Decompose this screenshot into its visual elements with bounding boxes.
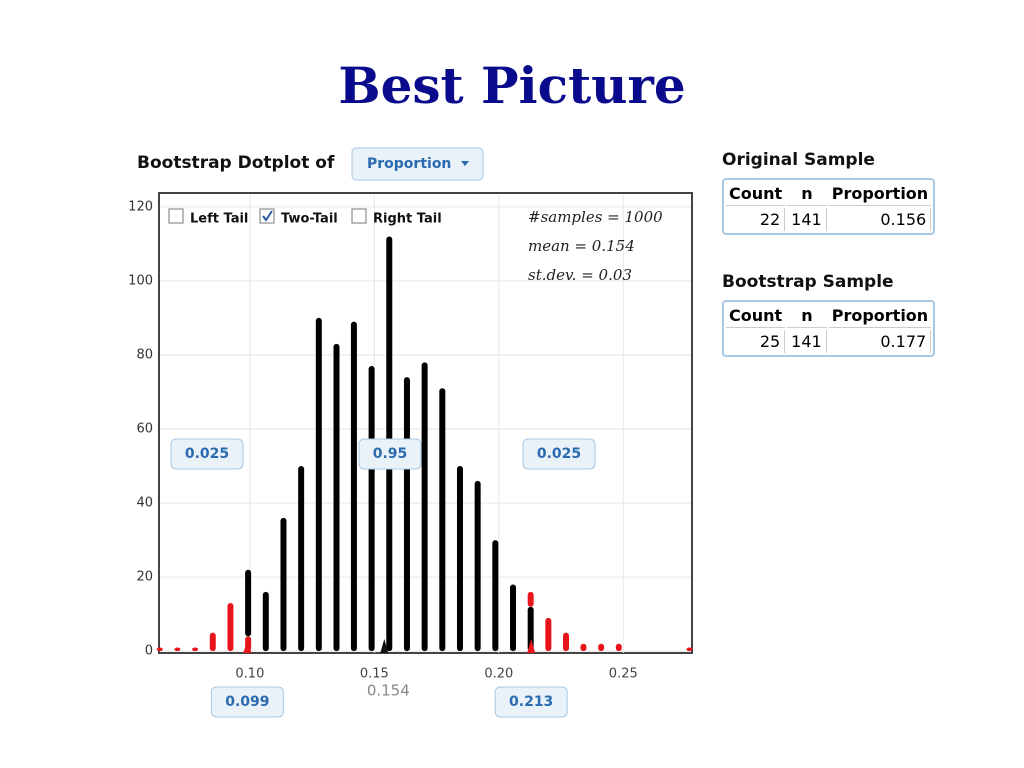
column-header: Count bbox=[726, 304, 786, 328]
bootstrap-sample-panel: Bootstrap Sample Count n Proportion 25 141 0.1… bbox=[722, 272, 936, 357]
tail-checkbox[interactable]: Left Tail bbox=[168, 208, 248, 227]
tail-proportion: 0.95 bbox=[373, 446, 408, 462]
tail-proportion: 0.025 bbox=[537, 446, 581, 462]
mean-value: 0.154 bbox=[367, 682, 410, 700]
dotplot-label: Bootstrap Dotplot of bbox=[137, 153, 335, 173]
dot-column bbox=[174, 647, 181, 652]
dot-column bbox=[298, 466, 305, 652]
header-row: Count n Proportion bbox=[726, 182, 932, 206]
tail-checkbox[interactable]: Two-Tail bbox=[259, 208, 338, 227]
header-row: Count n Proportion bbox=[726, 304, 932, 328]
slide-title: Best Picture bbox=[338, 56, 685, 115]
cell: 141 bbox=[787, 208, 827, 231]
y-tick-label: 100 bbox=[128, 273, 153, 288]
dot-column bbox=[350, 321, 357, 652]
tail-checkbox[interactable]: Right Tail bbox=[351, 208, 442, 227]
dot-column bbox=[192, 647, 199, 652]
dot-column bbox=[315, 317, 322, 652]
dot-column bbox=[227, 603, 234, 652]
cutoff-marker[interactable] bbox=[527, 639, 536, 653]
dot-column bbox=[156, 647, 163, 652]
stat-text: mean = 0.154 bbox=[528, 237, 635, 255]
dot-column bbox=[403, 377, 410, 652]
dot-column bbox=[492, 540, 499, 652]
dot-column bbox=[580, 643, 587, 652]
dot-column bbox=[510, 584, 517, 652]
cell: 0.156 bbox=[829, 208, 932, 231]
y-tick-label: 40 bbox=[136, 496, 153, 511]
dot-column bbox=[368, 366, 375, 652]
checkbox[interactable] bbox=[168, 208, 184, 224]
dot-column bbox=[333, 343, 340, 652]
cell: 141 bbox=[787, 330, 827, 353]
dropdown-box[interactable] bbox=[351, 147, 484, 181]
dot-column bbox=[527, 606, 534, 652]
sample-table: Count n Proportion 25 141 0.177 bbox=[722, 300, 936, 357]
x-tick-label: 0.10 bbox=[235, 667, 264, 682]
y-tick-label: 120 bbox=[128, 199, 153, 214]
data-row: 25 141 0.177 bbox=[726, 330, 932, 353]
dot-column bbox=[245, 569, 252, 637]
sample-table: Count n Proportion 22 141 0.156 bbox=[722, 178, 936, 235]
dropdown[interactable]: Proportion bbox=[351, 147, 484, 181]
tail-proportion-box bbox=[358, 438, 422, 470]
cutoff-value: 0.099 bbox=[225, 694, 269, 710]
mean-marker bbox=[380, 639, 389, 653]
dot-column bbox=[456, 466, 463, 652]
cutoff-value-box bbox=[494, 686, 568, 718]
tail-proportion-box bbox=[170, 438, 244, 470]
checkbox-label[interactable]: Left Tail bbox=[190, 212, 248, 227]
column-header: Proportion bbox=[828, 304, 932, 328]
plot-frame bbox=[158, 192, 693, 654]
column-header: n bbox=[787, 304, 827, 328]
dot-column bbox=[421, 362, 428, 652]
x-tick-label: 0.20 bbox=[484, 667, 513, 682]
check-mark[interactable] bbox=[262, 210, 273, 222]
dot-column bbox=[262, 591, 269, 652]
dot-column bbox=[686, 647, 693, 652]
cutoff-value-box bbox=[210, 686, 284, 718]
x-tick-label: 0.15 bbox=[360, 667, 389, 682]
y-tick-label: 20 bbox=[136, 570, 153, 585]
cell: 25 bbox=[726, 330, 786, 353]
dot-column bbox=[563, 632, 570, 652]
y-tick-label: 60 bbox=[136, 421, 153, 436]
checkbox[interactable] bbox=[351, 208, 367, 224]
y-tick-label: 80 bbox=[136, 347, 153, 362]
cell: 22 bbox=[726, 208, 786, 231]
panel-title: Bootstrap Sample bbox=[722, 272, 894, 292]
stat-text: st.dev. = 0.03 bbox=[528, 266, 632, 284]
tail-proportion-box bbox=[522, 438, 596, 470]
cutoff-value: 0.213 bbox=[509, 694, 553, 710]
dot-column bbox=[615, 643, 622, 652]
dropdown-arrow[interactable] bbox=[461, 161, 469, 166]
x-tick-label: 0.25 bbox=[609, 667, 638, 682]
data-row: 22 141 0.156 bbox=[726, 208, 932, 231]
y-tick-label: 0 bbox=[145, 644, 153, 659]
column-header: Count bbox=[726, 182, 786, 206]
cutoff-marker[interactable] bbox=[243, 639, 252, 653]
dot-column bbox=[474, 480, 481, 652]
original-sample-panel: Original Sample Count n Proportion 22 141 0.15… bbox=[722, 150, 936, 235]
dropdown-value[interactable]: Proportion bbox=[367, 156, 451, 172]
dot-column bbox=[598, 643, 605, 652]
dot-column bbox=[545, 617, 552, 652]
tail-proportion: 0.025 bbox=[185, 446, 229, 462]
stat-text: #samples = 1000 bbox=[528, 208, 663, 226]
checkbox-label[interactable]: Right Tail bbox=[373, 212, 442, 227]
cell: 0.177 bbox=[829, 330, 932, 353]
column-header: Proportion bbox=[828, 182, 932, 206]
checkbox-label[interactable]: Two-Tail bbox=[281, 212, 338, 227]
dot-column bbox=[527, 591, 534, 607]
dot-column bbox=[439, 388, 446, 652]
column-header: n bbox=[787, 182, 827, 206]
dot-column bbox=[209, 632, 216, 652]
panel-title: Original Sample bbox=[722, 150, 875, 170]
dot-column bbox=[280, 517, 287, 652]
